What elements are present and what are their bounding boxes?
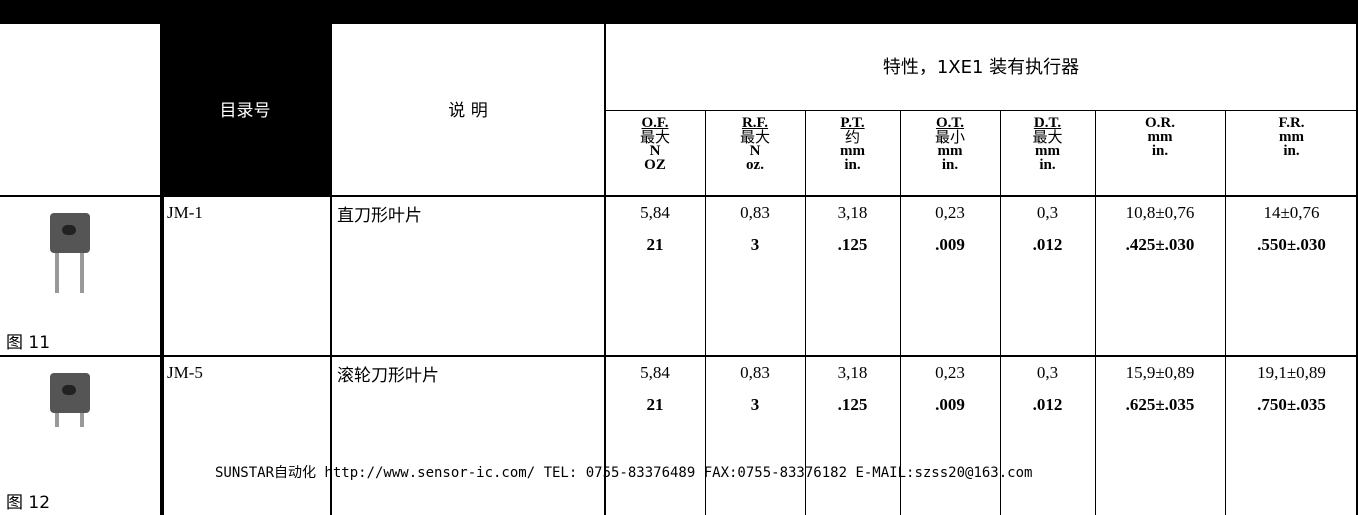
rule	[605, 110, 1358, 111]
imperial-value: .012	[1032, 235, 1063, 254]
switch-image	[80, 413, 84, 427]
switch-image	[80, 253, 84, 293]
catalog-number: JM-5	[167, 363, 203, 382]
column-header: P.T. 约 mm in.	[805, 115, 900, 173]
column-header-line: 最大	[1032, 128, 1063, 146]
rule	[160, 22, 164, 515]
column-header-line: in.	[941, 157, 959, 173]
imperial-value: 21	[646, 395, 664, 414]
rule	[604, 22, 606, 515]
column-header: O.R. mm in.	[1095, 115, 1225, 159]
catalog-number: JM-1	[167, 203, 203, 222]
catalog-header: 目录号	[219, 101, 271, 121]
column-header: O.T. 最小 mm in.	[900, 115, 1000, 173]
imperial-value: 3	[750, 395, 760, 414]
switch-image	[55, 253, 59, 293]
imperial-value: .125	[837, 395, 868, 414]
group-header: 特性，1XE1 装有执行器	[882, 57, 1080, 78]
rule	[0, 22, 1358, 24]
metric-value: 15,9±0,89	[1125, 363, 1195, 382]
column-header-line: N	[749, 143, 761, 159]
metric-value: 0,83	[740, 203, 770, 222]
imperial-value: .125	[837, 235, 868, 254]
column-header-line: in.	[1283, 143, 1300, 159]
column-header-line: OZ	[644, 157, 666, 173]
column-header: D.T. 最大 mm in.	[1000, 115, 1095, 173]
metric-value: 10,8±0,76	[1125, 203, 1195, 222]
description: 直刀形叶片	[337, 206, 422, 226]
catalog-header-bg	[160, 22, 330, 195]
imperial-value: 21	[646, 235, 664, 254]
metric-value: 0,3	[1036, 363, 1059, 382]
column-header-line: O.F.	[641, 115, 669, 131]
figure-label: 图 11	[6, 333, 51, 353]
rule	[1356, 22, 1358, 515]
rule	[900, 110, 901, 515]
metric-value: 3,18	[837, 363, 868, 382]
top-bar	[0, 0, 1358, 22]
imperial-value: 3	[750, 235, 760, 254]
imperial-value: .625±.035	[1125, 395, 1195, 414]
description: 滚轮刀形叶片	[337, 366, 439, 386]
rule	[0, 355, 1358, 357]
column-header-line: mm	[840, 143, 865, 159]
imperial-value: .012	[1032, 395, 1063, 414]
figure-label: 图 12	[6, 493, 51, 513]
rule	[1000, 110, 1001, 515]
metric-value: 14±0,76	[1263, 203, 1320, 222]
column-header-line: mm	[1035, 143, 1060, 159]
column-header-line: in.	[1151, 143, 1169, 159]
imperial-value: .550±.030	[1257, 235, 1326, 254]
column-header-line: P.T.	[840, 115, 865, 131]
rule	[705, 110, 706, 515]
imperial-value: .009	[935, 235, 965, 254]
column-header: O.F. 最大 N OZ	[605, 115, 705, 173]
rule	[1095, 110, 1096, 515]
column-header-line: O.R.	[1145, 115, 1175, 131]
imperial-value: .009	[935, 395, 965, 414]
column-header-line: 最大	[739, 128, 770, 146]
column-header-line: D.T.	[1033, 115, 1062, 131]
column-header-line: 约	[844, 128, 860, 146]
column-header-line: F.R.	[1278, 115, 1305, 131]
metric-value: 5,84	[640, 203, 670, 222]
column-header-line: in.	[844, 157, 861, 173]
metric-value: 0,23	[935, 363, 965, 382]
switch-image	[62, 385, 76, 395]
column-header-line: N	[649, 143, 661, 159]
column-header: F.R. mm in.	[1225, 115, 1358, 159]
metric-value: 0,23	[935, 203, 965, 222]
switch-image	[62, 225, 76, 235]
imperial-value: .750±.035	[1257, 395, 1326, 414]
column-header-line: in.	[1039, 157, 1056, 173]
column-header-line: mm	[1147, 129, 1173, 145]
column-header-line: oz.	[746, 157, 764, 173]
column-header-line: 最大	[639, 128, 670, 146]
column-header-line: 最小	[934, 128, 965, 146]
column-header-line: R.F.	[741, 115, 769, 131]
metric-value: 5,84	[640, 363, 670, 382]
metric-value: 0,83	[740, 363, 770, 382]
metric-value: 0,3	[1036, 203, 1059, 222]
rule	[330, 22, 332, 515]
column-header-line: O.T.	[935, 115, 965, 131]
rule	[1225, 110, 1226, 515]
rule	[0, 195, 1358, 197]
rule	[805, 110, 806, 515]
watermark: SUNSTAR自动化 http://www.sensor-ic.com/ TEL…	[215, 465, 1033, 481]
switch-image	[55, 413, 59, 427]
column-header-line: mm	[937, 143, 963, 159]
metric-value: 19,1±0,89	[1257, 363, 1326, 382]
imperial-value: .425±.030	[1125, 235, 1195, 254]
column-header-line: mm	[1279, 129, 1304, 145]
metric-value: 3,18	[837, 203, 868, 222]
description-header: 说 明	[448, 101, 488, 121]
